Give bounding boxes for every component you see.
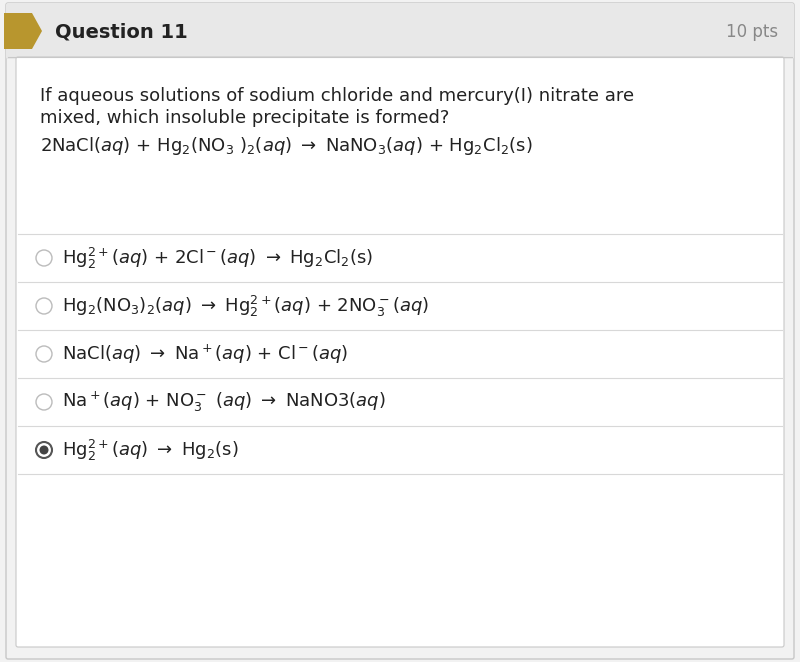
Circle shape	[36, 250, 52, 266]
Circle shape	[36, 442, 52, 458]
Text: NaCl$(aq)$ $\rightarrow$ Na$^+$$(aq)$ + Cl$^-$$(aq)$: NaCl$(aq)$ $\rightarrow$ Na$^+$$(aq)$ + …	[62, 342, 349, 365]
Text: Hg$_2^{2+}$$(aq)$ $\rightarrow$ Hg$_2$(s): Hg$_2^{2+}$$(aq)$ $\rightarrow$ Hg$_2$(s…	[62, 438, 238, 463]
Polygon shape	[4, 13, 42, 49]
Text: Question 11: Question 11	[55, 23, 188, 42]
Circle shape	[39, 446, 49, 455]
Circle shape	[36, 394, 52, 410]
Circle shape	[36, 346, 52, 362]
FancyBboxPatch shape	[8, 31, 792, 57]
FancyBboxPatch shape	[6, 3, 794, 659]
Text: Hg$_2$(NO$_3$)$_2$$(aq)$ $\rightarrow$ Hg$_2^{2+}$$(aq)$ + 2NO$_3^-$$(aq)$: Hg$_2$(NO$_3$)$_2$$(aq)$ $\rightarrow$ H…	[62, 293, 429, 318]
Text: Na$^+$$(aq)$ + NO$_3^-$ $(aq)$ $\rightarrow$ NaNO3$(aq)$: Na$^+$$(aq)$ + NO$_3^-$ $(aq)$ $\rightar…	[62, 390, 386, 414]
Text: mixed, which insoluble precipitate is formed?: mixed, which insoluble precipitate is fo…	[40, 109, 450, 127]
Text: 10 pts: 10 pts	[726, 23, 778, 41]
Text: 2NaCl$(aq)$ + Hg$_2$(NO$_3$ )$_2$$(aq)$ $\rightarrow$ NaNO$_3$$(aq)$ + Hg$_2$Cl$: 2NaCl$(aq)$ + Hg$_2$(NO$_3$ )$_2$$(aq)$ …	[40, 135, 533, 157]
FancyBboxPatch shape	[6, 3, 794, 59]
Text: Hg$_2^{2+}$$(aq)$ + 2Cl$^-$$(aq)$ $\rightarrow$ Hg$_2$Cl$_2$(s): Hg$_2^{2+}$$(aq)$ + 2Cl$^-$$(aq)$ $\righ…	[62, 246, 373, 271]
Circle shape	[36, 298, 52, 314]
Text: If aqueous solutions of sodium chloride and mercury(I) nitrate are: If aqueous solutions of sodium chloride …	[40, 87, 634, 105]
FancyBboxPatch shape	[16, 57, 784, 647]
